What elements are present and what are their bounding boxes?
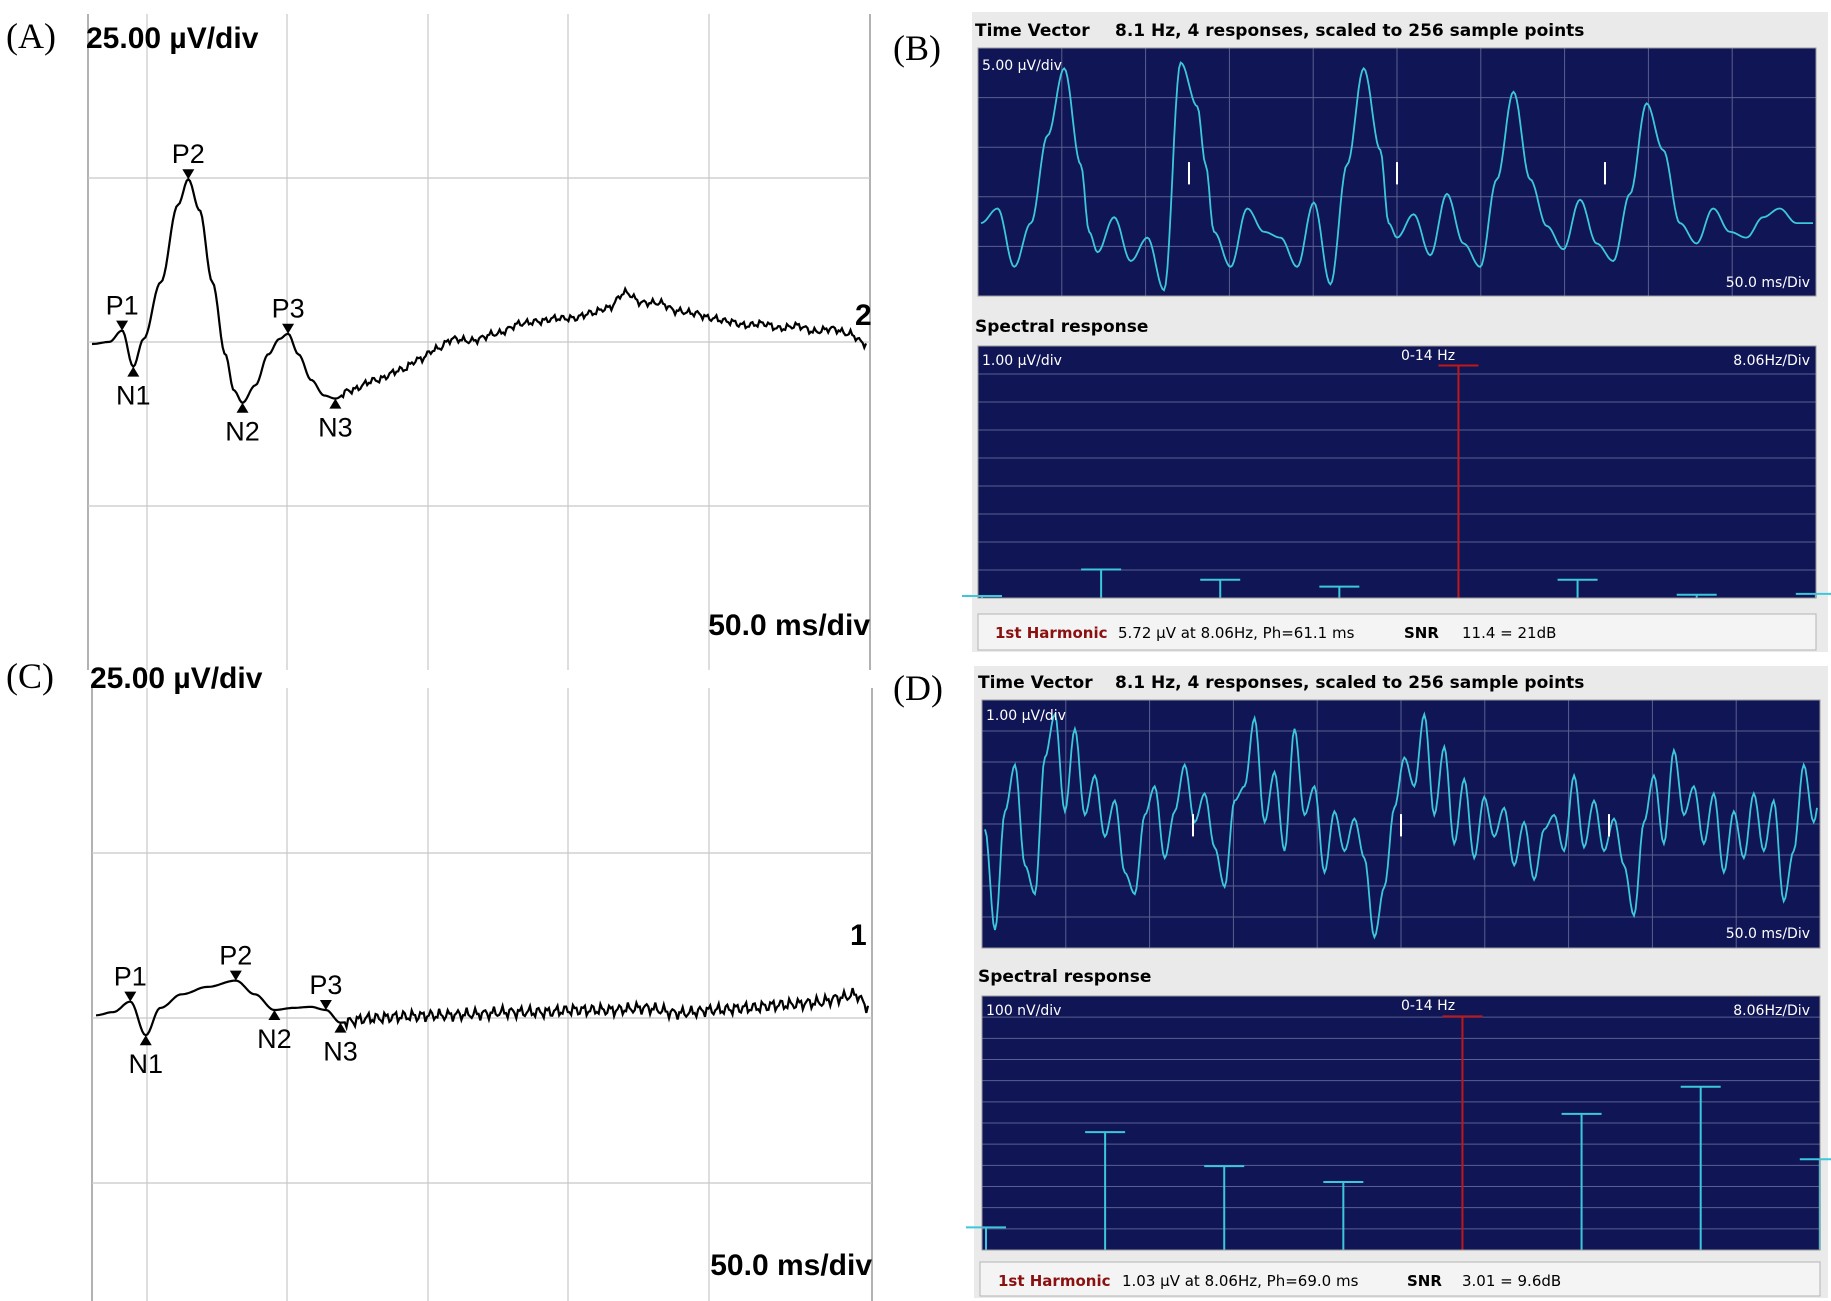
- peak-label-n2: N2: [257, 1024, 292, 1054]
- panel-a-time-scale: 50.0 ms/div: [708, 609, 870, 642]
- peak-marker-p3: [319, 1000, 332, 1010]
- panel-c-trace: [95, 979, 870, 1037]
- panel-d-amp-scale: 1.00 µV/div: [986, 708, 1066, 724]
- peak-label-n2: N2: [225, 417, 260, 447]
- panel-d-spec-freq-scale: 8.06Hz/Div: [1733, 1003, 1810, 1019]
- panel-d-letter: (D): [893, 668, 943, 708]
- peak-marker-n2: [268, 1010, 281, 1020]
- time-plot-border: [981, 699, 1821, 949]
- panel-d-spec-amp-scale: 100 nV/div: [986, 1003, 1061, 1019]
- peak-label-p1: P1: [106, 291, 139, 321]
- peak-marker-p1: [124, 991, 137, 1002]
- peak-marker-n2: [236, 402, 249, 413]
- spectral-plot-area: [978, 346, 1816, 598]
- panel-b: (B) Time Vector 8.1 Hz, 4 responses, sca…: [893, 12, 1831, 652]
- panel-b-amp-scale: 5.00 µV/div: [982, 58, 1062, 74]
- peak-label-p3: P3: [272, 294, 305, 324]
- panel-a-trace-number: 2: [855, 299, 872, 332]
- peak-marker-p1: [116, 320, 129, 331]
- panel-b-spec-amp-scale: 1.00 µV/div: [982, 353, 1062, 369]
- panel-b-spectral-title: Spectral response: [975, 317, 1148, 337]
- spectral-plot-border: [981, 995, 1821, 1251]
- panel-d-spectral-title: Spectral response: [978, 967, 1151, 987]
- panel-c: (C) P1 N1 P2 N2 P3 N3 25.00 µV/div 50.0 ms/di…: [6, 656, 873, 1301]
- panel-a-grid: [87, 14, 871, 670]
- peak-label-n3: N3: [318, 413, 353, 443]
- time-trace: [980, 61, 1813, 292]
- panel-b-spectral-plot: [962, 345, 1831, 599]
- panel-b-header-info: 8.1 Hz, 4 responses, scaled to 256 sampl…: [1115, 21, 1584, 41]
- peak-marker-n3: [334, 1022, 347, 1033]
- panel-c-trace-number: 1: [850, 919, 867, 952]
- peak-label-p1: P1: [114, 962, 147, 992]
- peak-label-p2: P2: [172, 139, 205, 169]
- peak-marker-p2: [229, 970, 242, 981]
- panel-b-letter: (B): [893, 28, 941, 68]
- panel-d-header-title: Time Vector: [978, 673, 1093, 693]
- panel-a-amp-scale: 25.00 µV/div: [86, 22, 259, 55]
- panel-d-status-harmonic: 1st Harmonic: [998, 1272, 1110, 1290]
- panel-a: (A) P1 N1 P2 N2 P3 N3 25.00 µV/div 50.0 ms/di…: [6, 14, 872, 670]
- panel-d-header-info: 8.1 Hz, 4 responses, scaled to 256 sampl…: [1115, 673, 1584, 693]
- peak-marker-n1: [127, 366, 140, 377]
- panel-b-status-value: 5.72 µV at 8.06Hz, Ph=61.1 ms: [1118, 624, 1355, 642]
- panel-d-status-snr-label: SNR: [1407, 1272, 1442, 1290]
- panel-a-peaks: P1 N1 P2 N2 P3 N3: [106, 139, 353, 447]
- panel-b-spec-band: 0-14 Hz: [1401, 348, 1455, 364]
- panel-c-letter: (C): [6, 656, 54, 696]
- panel-d-status-value: 1.03 µV at 8.06Hz, Ph=69.0 ms: [1122, 1272, 1359, 1290]
- peak-marker-n3: [329, 398, 342, 409]
- panel-b-time-plot: [977, 47, 1817, 297]
- time-plot-border: [977, 47, 1817, 297]
- time-trace: [984, 711, 1818, 940]
- panel-d-status-snr-value: 3.01 = 9.6dB: [1462, 1272, 1561, 1290]
- panel-d-time-plot: [981, 699, 1821, 949]
- peak-marker-p3: [282, 323, 295, 334]
- panel-a-trace: [91, 177, 868, 404]
- panel-d-spectral-plot: [966, 995, 1831, 1251]
- peak-label-n1: N1: [116, 381, 151, 411]
- panel-c-peaks: P1 N1 P2 N2 P3 N3: [114, 941, 358, 1080]
- panel-b-status-snr-value: 11.4 = 21dB: [1462, 624, 1556, 642]
- panel-c-time-scale: 50.0 ms/div: [710, 1249, 872, 1282]
- panel-d-status-bar: [979, 1261, 1821, 1297]
- peak-label-p3: P3: [309, 970, 342, 1000]
- panel-a-letter: (A): [6, 16, 56, 56]
- panel-b-spec-freq-scale: 8.06Hz/Div: [1733, 353, 1810, 369]
- panel-c-amp-scale: 25.00 µV/div: [90, 662, 263, 695]
- panel-b-header-title: Time Vector: [975, 21, 1090, 41]
- peak-marker-p2: [182, 169, 195, 180]
- peak-label-n1: N1: [128, 1049, 163, 1079]
- peak-marker-n1: [139, 1035, 152, 1046]
- spectral-plot-border: [977, 345, 1817, 599]
- panel-b-status-bar: [977, 613, 1817, 651]
- panel-d-spec-band: 0-14 Hz: [1401, 998, 1455, 1014]
- panel-b-status-snr-label: SNR: [1404, 624, 1439, 642]
- panel-c-grid: [91, 688, 873, 1301]
- panel-d-time-scale: 50.0 ms/Div: [1726, 926, 1810, 942]
- panel-b-status-harmonic: 1st Harmonic: [995, 624, 1107, 642]
- peak-label-p2: P2: [219, 941, 252, 971]
- peak-label-n3: N3: [323, 1037, 358, 1067]
- panel-d: (D) Time Vector 8.1 Hz, 4 responses, sca…: [893, 666, 1831, 1298]
- panel-b-time-scale: 50.0 ms/Div: [1726, 275, 1810, 291]
